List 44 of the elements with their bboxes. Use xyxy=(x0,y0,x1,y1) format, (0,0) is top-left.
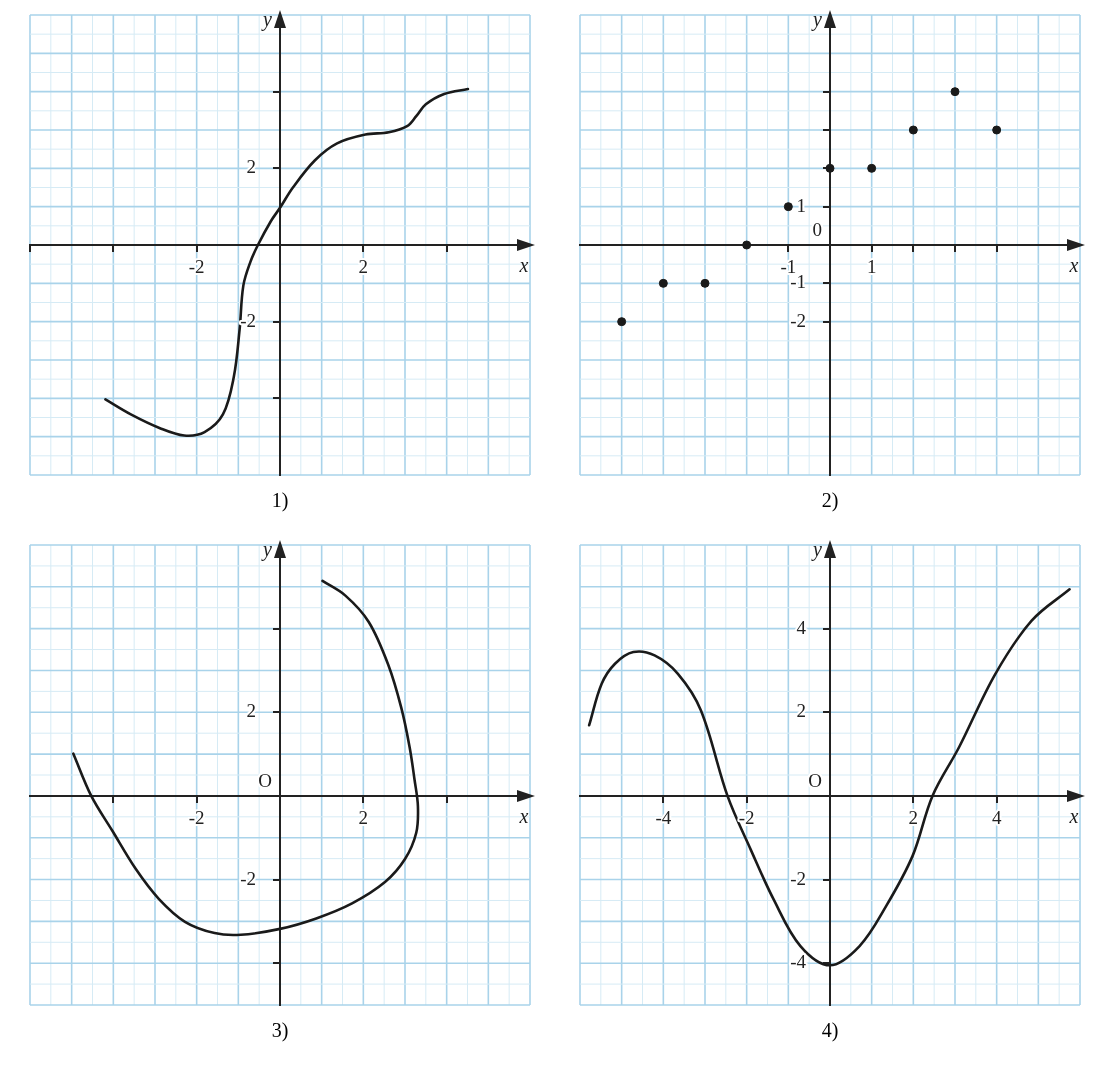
y-tick-label: -2 xyxy=(240,867,256,889)
y-tick-label: 2 xyxy=(796,700,806,722)
x-tick-label: 2 xyxy=(908,807,919,829)
y-axis-title: y xyxy=(261,8,273,32)
point xyxy=(617,317,627,327)
x-tick-label: -2 xyxy=(738,807,755,829)
point xyxy=(783,202,793,212)
annotation: O xyxy=(808,770,822,792)
point xyxy=(658,278,668,288)
x-axis-title: x xyxy=(518,805,529,828)
y-axis-title: y xyxy=(261,538,273,562)
point xyxy=(742,240,752,250)
text: 1) xyxy=(271,489,289,512)
y-tick-label: -2 xyxy=(790,867,806,889)
annotation: 0 xyxy=(812,219,822,241)
annotation: O xyxy=(258,770,272,792)
point xyxy=(908,125,918,135)
y-tick-label: 2 xyxy=(246,700,256,722)
y-tick-label: -4 xyxy=(790,951,807,973)
y-tick-label: 2 xyxy=(246,156,256,178)
point xyxy=(700,278,710,288)
x-axis-title: x xyxy=(518,254,529,277)
point xyxy=(867,163,877,173)
text: 4) xyxy=(821,1019,839,1042)
x-tick-label: 4 xyxy=(991,807,1002,829)
y-tick-label: -2 xyxy=(790,309,806,331)
x-tick-label: -2 xyxy=(188,807,205,829)
x-axis-title: x xyxy=(1068,254,1079,277)
x-axis-title: x xyxy=(1068,805,1079,828)
text: 2) xyxy=(821,489,839,512)
point xyxy=(950,87,960,97)
x-tick-label: -4 xyxy=(655,807,672,829)
text: 3) xyxy=(271,1019,289,1042)
y-tick-label: 1 xyxy=(796,194,806,216)
y-tick-label: 4 xyxy=(796,616,807,638)
x-tick-label: 1 xyxy=(866,256,877,278)
y-axis-title: y xyxy=(811,538,823,562)
y-tick-label: -2 xyxy=(240,309,256,331)
point xyxy=(992,125,1002,135)
x-tick-label: 2 xyxy=(358,256,369,278)
point xyxy=(825,163,835,173)
y-axis-title: y xyxy=(811,8,823,32)
x-tick-label: -2 xyxy=(188,256,205,278)
x-tick-label: 2 xyxy=(358,807,369,829)
